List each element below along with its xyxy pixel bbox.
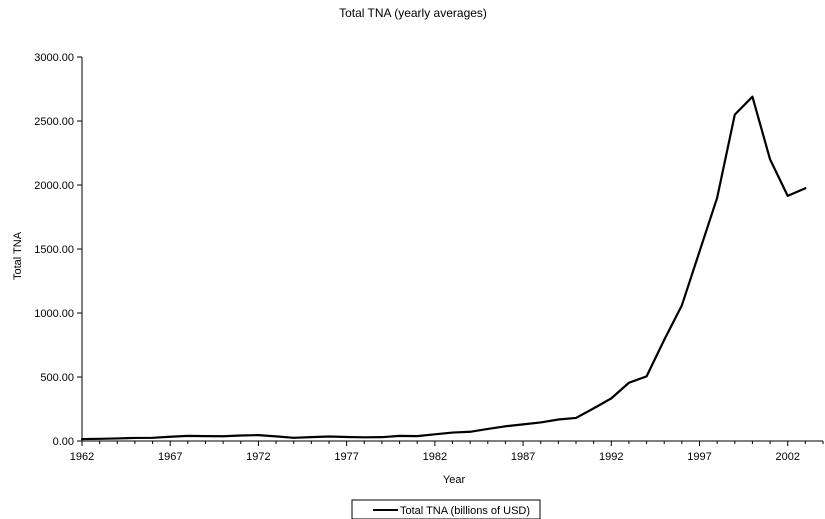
data-point — [610, 397, 612, 399]
data-point — [751, 96, 753, 98]
data-point — [99, 438, 101, 440]
x-axis-title: Year — [443, 474, 466, 486]
data-point — [381, 436, 383, 438]
data-point — [769, 158, 771, 160]
data-point — [698, 250, 700, 252]
data-point — [645, 375, 647, 377]
data-point — [81, 438, 83, 440]
x-tick-label: 1992 — [599, 451, 623, 463]
y-tick-label: 1500.00 — [34, 244, 74, 256]
data-point — [575, 417, 577, 419]
y-axis: 0.00 500.00 1000.00 1500.00 2000.00 2500.00 30… — [34, 52, 83, 448]
data-point — [169, 436, 171, 438]
data-point — [522, 423, 524, 425]
data-point — [663, 339, 665, 341]
y-tick-label: 2500.00 — [34, 116, 74, 128]
data-point — [240, 434, 242, 436]
legend-box — [351, 499, 541, 519]
data-point — [346, 436, 348, 438]
legend-label: Total TNA (billions of USD) — [400, 505, 530, 517]
series-line — [80, 95, 807, 441]
y-axis-title: Total TNA — [12, 231, 24, 280]
data-point — [593, 407, 595, 409]
data-point — [398, 435, 400, 437]
data-point — [222, 435, 224, 437]
x-tick-label: 1972 — [246, 451, 270, 463]
data-point — [734, 114, 736, 116]
y-tick-label: 0.00 — [53, 436, 74, 448]
data-point — [804, 187, 806, 189]
x-tick-label: 2002 — [775, 451, 799, 463]
chart-title: Total TNA (yearly averages) — [339, 6, 487, 20]
data-point — [628, 382, 630, 384]
data-point — [681, 304, 683, 306]
data-point — [787, 195, 789, 197]
data-point — [257, 434, 259, 436]
x-tick-label: 1967 — [158, 451, 182, 463]
data-point — [328, 435, 330, 437]
y-tick-label: 3000.00 — [34, 52, 74, 64]
data-point — [716, 197, 718, 199]
data-point — [151, 437, 153, 439]
data-point — [434, 433, 436, 435]
y-tick-label: 2000.00 — [34, 180, 74, 192]
x-tick-label: 1987 — [511, 451, 535, 463]
series-lines — [80, 95, 807, 441]
x-tick-label: 1977 — [334, 451, 358, 463]
data-point — [504, 425, 506, 427]
data-point — [557, 418, 559, 420]
x-tick-label: 1997 — [687, 451, 711, 463]
data-point — [134, 437, 136, 439]
data-point — [310, 436, 312, 438]
data-point — [204, 435, 206, 437]
data-point — [416, 435, 418, 437]
data-point — [187, 435, 189, 437]
data-point — [540, 421, 542, 423]
y-tick-label: 500.00 — [40, 372, 74, 384]
data-point — [293, 437, 295, 439]
x-tick-label: 1982 — [423, 451, 447, 463]
legend: Total TNA (billions of USD) — [351, 499, 541, 519]
data-point — [275, 435, 277, 437]
data-point — [451, 431, 453, 433]
y-tick-label: 1000.00 — [34, 308, 74, 320]
data-point — [363, 436, 365, 438]
data-point — [487, 428, 489, 430]
x-axis: 1962 1967 1972 1977 1982 1987 1992 1997 2002 — [70, 440, 824, 463]
data-point — [469, 431, 471, 433]
x-tick-label: 1962 — [70, 451, 94, 463]
data-point — [116, 437, 118, 439]
